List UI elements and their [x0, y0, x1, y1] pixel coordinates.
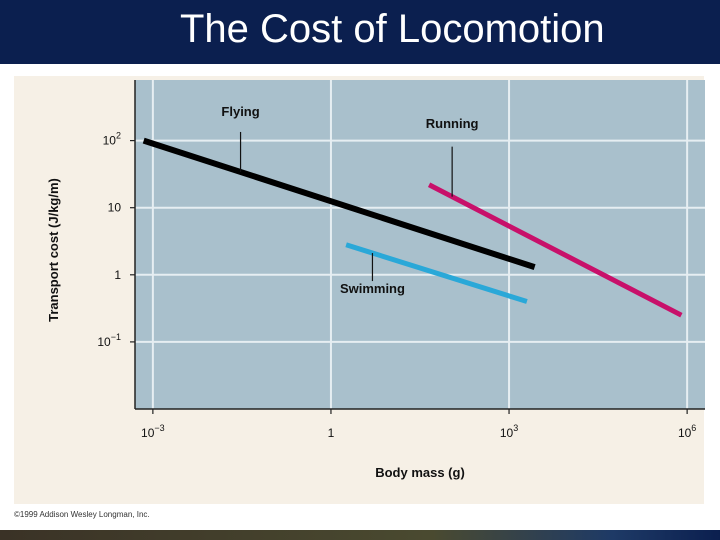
grid-lines	[135, 80, 705, 409]
series-line-running	[427, 182, 683, 318]
y-axis-label: Transport cost (J/kg/m)	[46, 178, 61, 322]
axes	[130, 80, 705, 414]
tick-labels: 10−3 1 103 106 102 10 1 10−1	[97, 131, 696, 440]
y-tick-label: 1	[114, 268, 121, 282]
y-tick-label: 10−1	[97, 332, 121, 349]
title-bar: The Cost of Locomotion	[0, 0, 720, 64]
plot-area	[135, 80, 705, 409]
copyright-notice: ©1999 Addison Wesley Longman, Inc.	[14, 510, 150, 519]
bottom-strip	[0, 530, 720, 540]
series-label-running: Running	[426, 116, 479, 131]
x-tick-label: 1	[328, 426, 335, 440]
slide-title: The Cost of Locomotion	[180, 7, 605, 51]
x-tick-label: 103	[500, 423, 518, 440]
series-label-swimming: Swimming	[340, 281, 405, 296]
series-callouts: Flying Running Swimming	[221, 104, 478, 296]
series-line-flying	[142, 137, 536, 271]
x-axis-label: Body mass (g)	[375, 465, 465, 480]
y-tick-label: 10	[108, 201, 122, 215]
series-label-flying: Flying	[221, 104, 259, 119]
series-line-swimming	[345, 242, 528, 304]
series-lines	[142, 137, 683, 318]
x-tick-label: 10−3	[141, 423, 165, 440]
x-tick-label: 106	[678, 423, 696, 440]
y-tick-label: 102	[103, 131, 121, 148]
